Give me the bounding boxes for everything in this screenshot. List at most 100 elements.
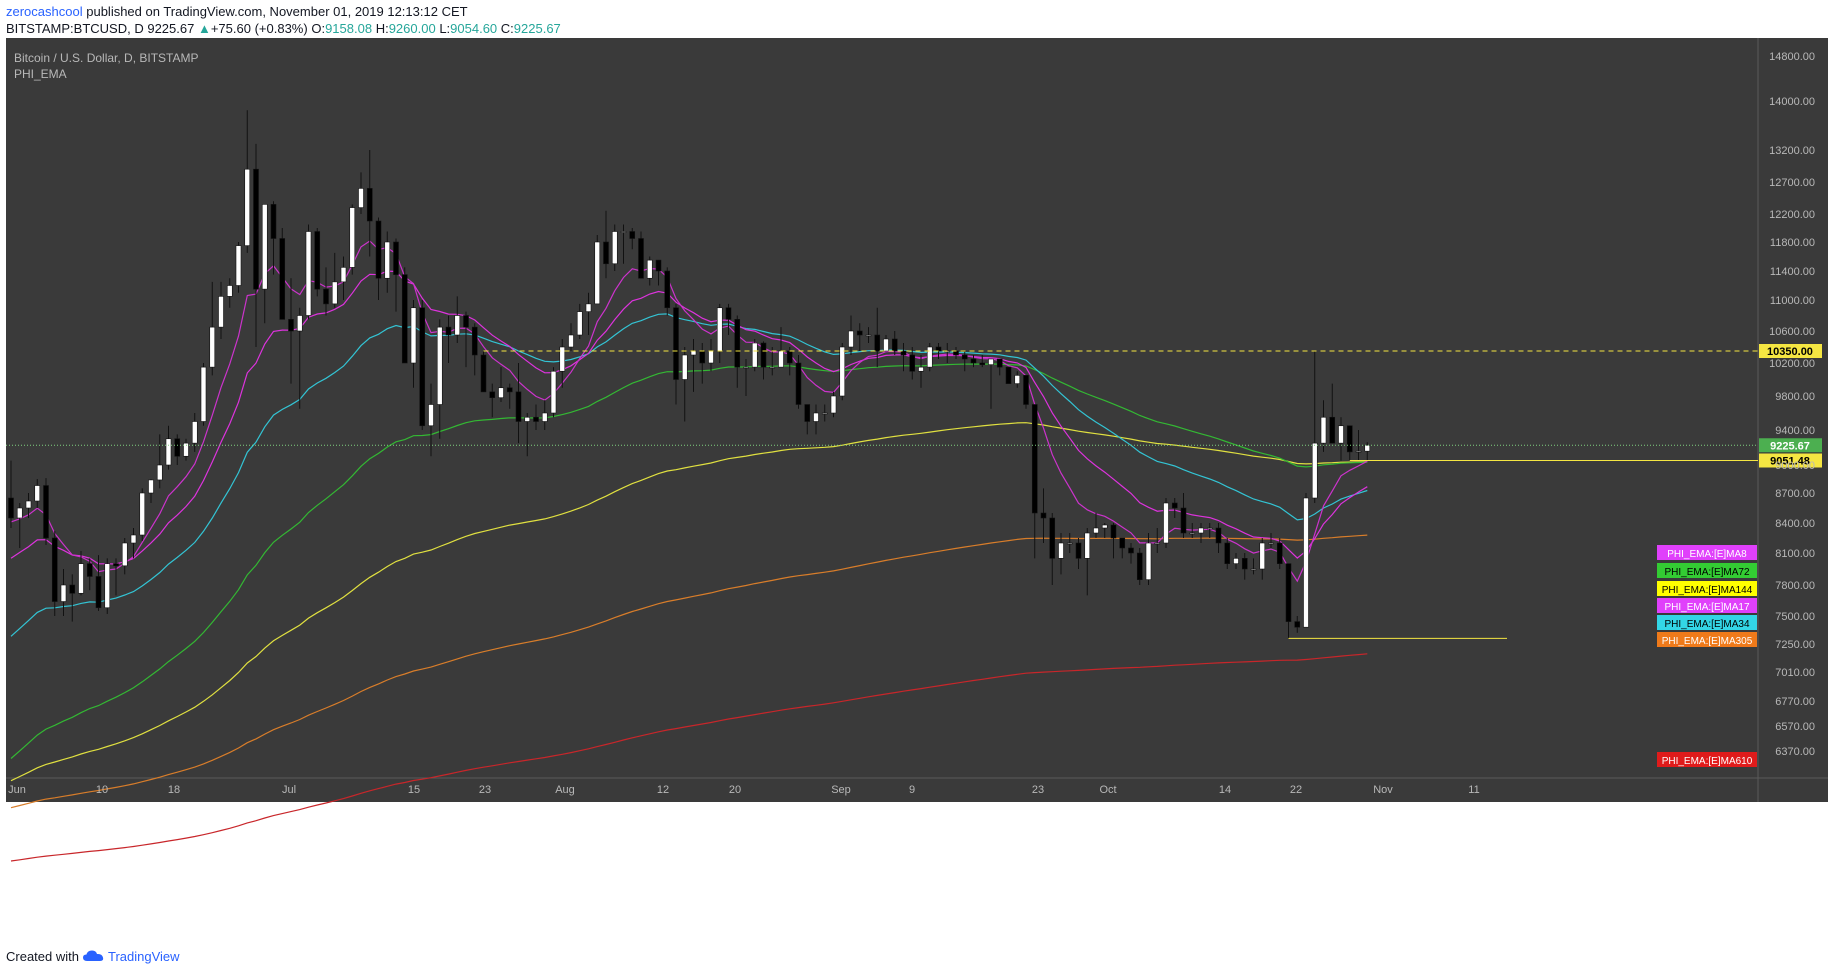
candle[interactable] xyxy=(638,231,644,279)
candle[interactable] xyxy=(1023,375,1029,409)
candle[interactable] xyxy=(174,434,181,465)
candle[interactable] xyxy=(585,292,592,335)
candle[interactable] xyxy=(436,319,443,439)
candle[interactable] xyxy=(769,347,776,376)
candle[interactable] xyxy=(253,143,259,347)
candle[interactable] xyxy=(270,201,277,275)
candle[interactable] xyxy=(1303,493,1309,628)
candle[interactable] xyxy=(261,204,268,324)
candle[interactable] xyxy=(183,438,189,461)
candle[interactable] xyxy=(1171,498,1178,518)
candle[interactable] xyxy=(498,367,504,402)
candle[interactable] xyxy=(165,425,172,470)
candle[interactable] xyxy=(16,503,23,548)
candle[interactable] xyxy=(909,347,916,380)
candle[interactable] xyxy=(349,204,356,275)
candle[interactable] xyxy=(358,172,364,214)
candle[interactable] xyxy=(113,558,119,596)
candle[interactable] xyxy=(550,367,557,418)
chart-pane[interactable] xyxy=(6,38,1758,778)
candle[interactable] xyxy=(1093,513,1099,538)
candle[interactable] xyxy=(559,339,566,388)
candle[interactable] xyxy=(1084,528,1091,596)
candle[interactable] xyxy=(821,404,828,422)
candle[interactable] xyxy=(1241,553,1248,580)
candle[interactable] xyxy=(1311,351,1318,503)
candle[interactable] xyxy=(813,404,819,435)
candle[interactable] xyxy=(1276,538,1283,569)
candle[interactable] xyxy=(314,228,321,297)
candle[interactable] xyxy=(130,528,137,559)
candle[interactable] xyxy=(1346,425,1353,461)
candle[interactable] xyxy=(428,383,434,457)
candle[interactable] xyxy=(1040,488,1047,543)
candle[interactable] xyxy=(1250,558,1257,575)
candle[interactable] xyxy=(1154,528,1161,553)
candle[interactable] xyxy=(191,413,198,452)
price-axis[interactable] xyxy=(1758,38,1828,778)
candle[interactable] xyxy=(874,307,881,368)
candle[interactable] xyxy=(1320,400,1327,452)
candle[interactable] xyxy=(1075,538,1082,569)
candle[interactable] xyxy=(996,358,1003,376)
candle[interactable] xyxy=(156,434,163,489)
candle[interactable] xyxy=(471,323,478,376)
candle[interactable] xyxy=(725,303,732,335)
candle[interactable] xyxy=(961,351,968,372)
candle[interactable] xyxy=(1294,616,1301,633)
candle[interactable] xyxy=(244,110,251,253)
candle[interactable] xyxy=(1206,523,1213,538)
time-axis[interactable] xyxy=(6,778,1828,802)
candle[interactable] xyxy=(646,256,653,286)
candle[interactable] xyxy=(1355,430,1362,461)
candle[interactable] xyxy=(410,300,417,388)
candle[interactable] xyxy=(856,323,863,351)
candle[interactable] xyxy=(1145,533,1152,585)
candle[interactable] xyxy=(235,242,242,293)
candle[interactable] xyxy=(60,569,67,616)
candle[interactable] xyxy=(900,343,907,372)
candle[interactable] xyxy=(1163,498,1169,548)
candle[interactable] xyxy=(988,358,994,409)
candle[interactable] xyxy=(1285,563,1292,639)
candle[interactable] xyxy=(848,315,854,356)
candle[interactable] xyxy=(883,335,889,352)
candle[interactable] xyxy=(226,278,233,308)
candle[interactable] xyxy=(8,460,14,528)
candle[interactable] xyxy=(655,259,662,286)
candle[interactable] xyxy=(393,238,399,312)
candle[interactable] xyxy=(104,558,111,614)
candle[interactable] xyxy=(331,252,338,308)
tradingview-link[interactable]: TradingView xyxy=(108,949,180,964)
candle[interactable] xyxy=(1224,538,1231,569)
candle[interactable] xyxy=(926,343,933,372)
candle[interactable] xyxy=(25,493,32,518)
candle[interactable] xyxy=(1058,533,1064,575)
candle[interactable] xyxy=(970,355,977,368)
candle[interactable] xyxy=(1031,404,1038,559)
candle[interactable] xyxy=(463,311,469,368)
candle[interactable] xyxy=(1338,417,1344,461)
candle[interactable] xyxy=(673,303,679,405)
candle[interactable] xyxy=(506,383,513,409)
candle[interactable] xyxy=(43,478,49,545)
candle[interactable] xyxy=(760,341,767,380)
candle[interactable] xyxy=(1198,523,1204,543)
candle[interactable] xyxy=(594,235,601,305)
candle[interactable] xyxy=(340,256,347,301)
candle[interactable] xyxy=(533,404,539,431)
candle[interactable] xyxy=(489,383,496,418)
candle[interactable] xyxy=(288,278,294,384)
candle[interactable] xyxy=(1014,371,1021,388)
candle[interactable] xyxy=(1215,523,1222,553)
candle[interactable] xyxy=(1110,523,1117,559)
candle[interactable] xyxy=(1268,533,1274,548)
candle[interactable] xyxy=(200,363,207,426)
candle[interactable] xyxy=(279,228,286,320)
candle[interactable] xyxy=(839,343,846,401)
candle[interactable] xyxy=(795,355,802,409)
candle[interactable] xyxy=(401,267,408,364)
candle[interactable] xyxy=(139,488,146,541)
candle[interactable] xyxy=(1233,553,1239,569)
